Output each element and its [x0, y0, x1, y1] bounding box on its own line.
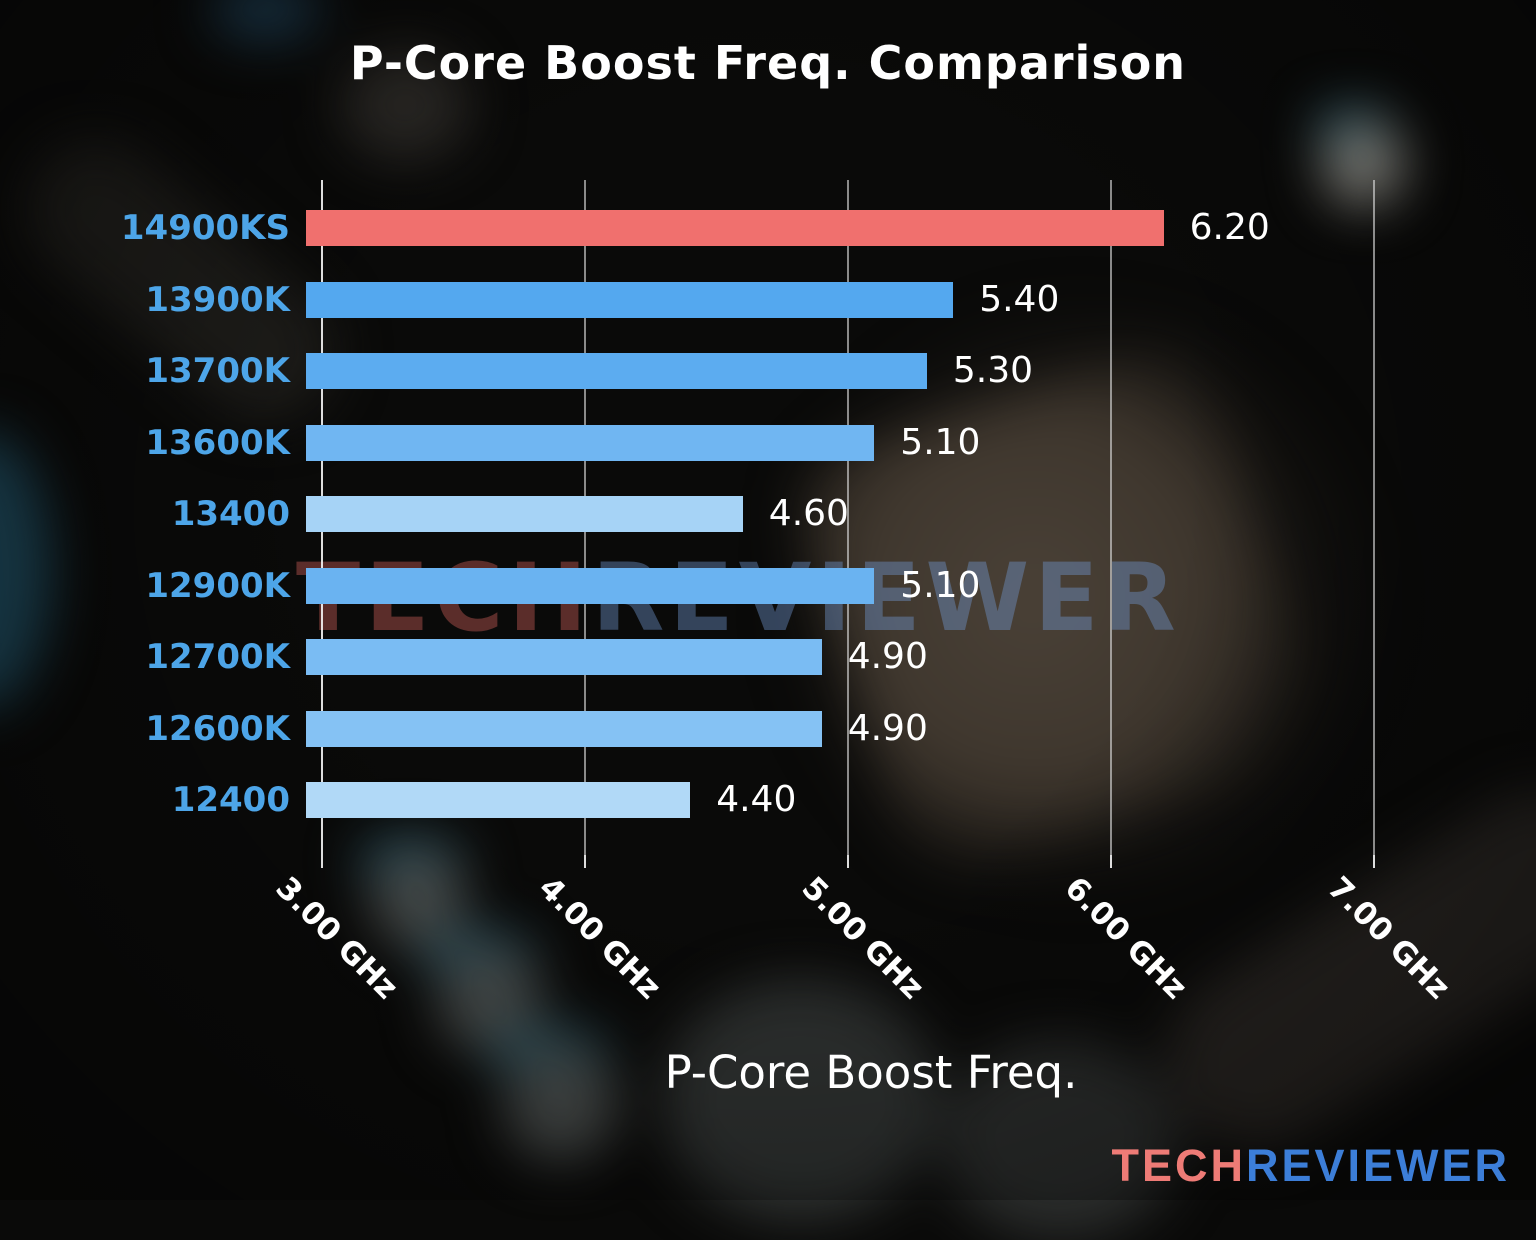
background-gray-blob-top [340, 50, 470, 160]
x-axis-tick-5ghz [847, 855, 849, 868]
gridline-6ghz [1110, 180, 1112, 855]
x-axis-tick-3ghz [321, 855, 323, 868]
background-capacitor-4 [1322, 122, 1406, 206]
brand-logo-reviewer: REVIEWER [1245, 1140, 1510, 1191]
value-label-13700k: 5.30 [952, 350, 1034, 391]
chart-title: P-Core Boost Freq. Comparison [349, 36, 1187, 90]
value-label-13600k: 5.10 [900, 421, 981, 463]
bar-12400 [306, 782, 691, 818]
x-axis-title: P-Core Boost Freq. [664, 1046, 1078, 1099]
value-label-12900k: 5.10 [900, 564, 981, 606]
bar-12900k [306, 567, 875, 604]
brand-logo: TECHREVIEWER [1111, 1140, 1510, 1192]
brand-logo-tech: TECH [1111, 1140, 1246, 1191]
background-capacitor-1 [370, 853, 466, 949]
x-axis-tick-6ghz [1110, 855, 1112, 868]
background-blue-hint-topleft [210, 0, 320, 40]
value-label-13400: 4.60 [768, 493, 849, 534]
x-axis-tick-7ghz [1373, 855, 1375, 868]
category-label-13700k: 13700K [145, 351, 290, 391]
bar-13600k [306, 424, 875, 461]
bar-13400 [306, 496, 743, 532]
background-gray-blob-bottom-1 [660, 980, 940, 1220]
gridline-7ghz [1373, 180, 1375, 855]
bar-14900ks [306, 210, 1164, 246]
value-label-12700k: 4.90 [847, 636, 928, 677]
bar-12600k [306, 710, 822, 747]
value-label-12600k: 4.90 [847, 707, 928, 749]
bar-13700k [306, 353, 927, 389]
category-label-12400: 12400 [171, 780, 290, 820]
category-label-12900k: 12900K [145, 565, 290, 606]
bar-13900k [306, 281, 954, 318]
category-label-12600k: 12600K [145, 708, 290, 749]
value-label-13900k: 5.40 [979, 278, 1060, 320]
bar-12700k [306, 639, 822, 675]
category-label-12700k: 12700K [145, 637, 290, 677]
gridline-5ghz [847, 180, 849, 855]
category-label-13400: 13400 [171, 494, 290, 534]
category-label-13600k: 13600K [145, 422, 290, 463]
background-teal-streak-left [0, 430, 50, 710]
background-capacitor-3 [502, 1046, 618, 1162]
category-label-14900ks: 14900KS [120, 208, 290, 248]
x-axis-tick-4ghz [584, 855, 586, 868]
plot-area: 3.00 GHz 4.00 GHz 5.00 GHz 6.00 GHz 7.00 GHz… [121, 180, 1457, 1006]
value-label-14900ks: 6.20 [1189, 207, 1270, 248]
value-label-12400: 4.40 [716, 779, 797, 820]
category-label-13900k: 13900K [145, 279, 290, 320]
